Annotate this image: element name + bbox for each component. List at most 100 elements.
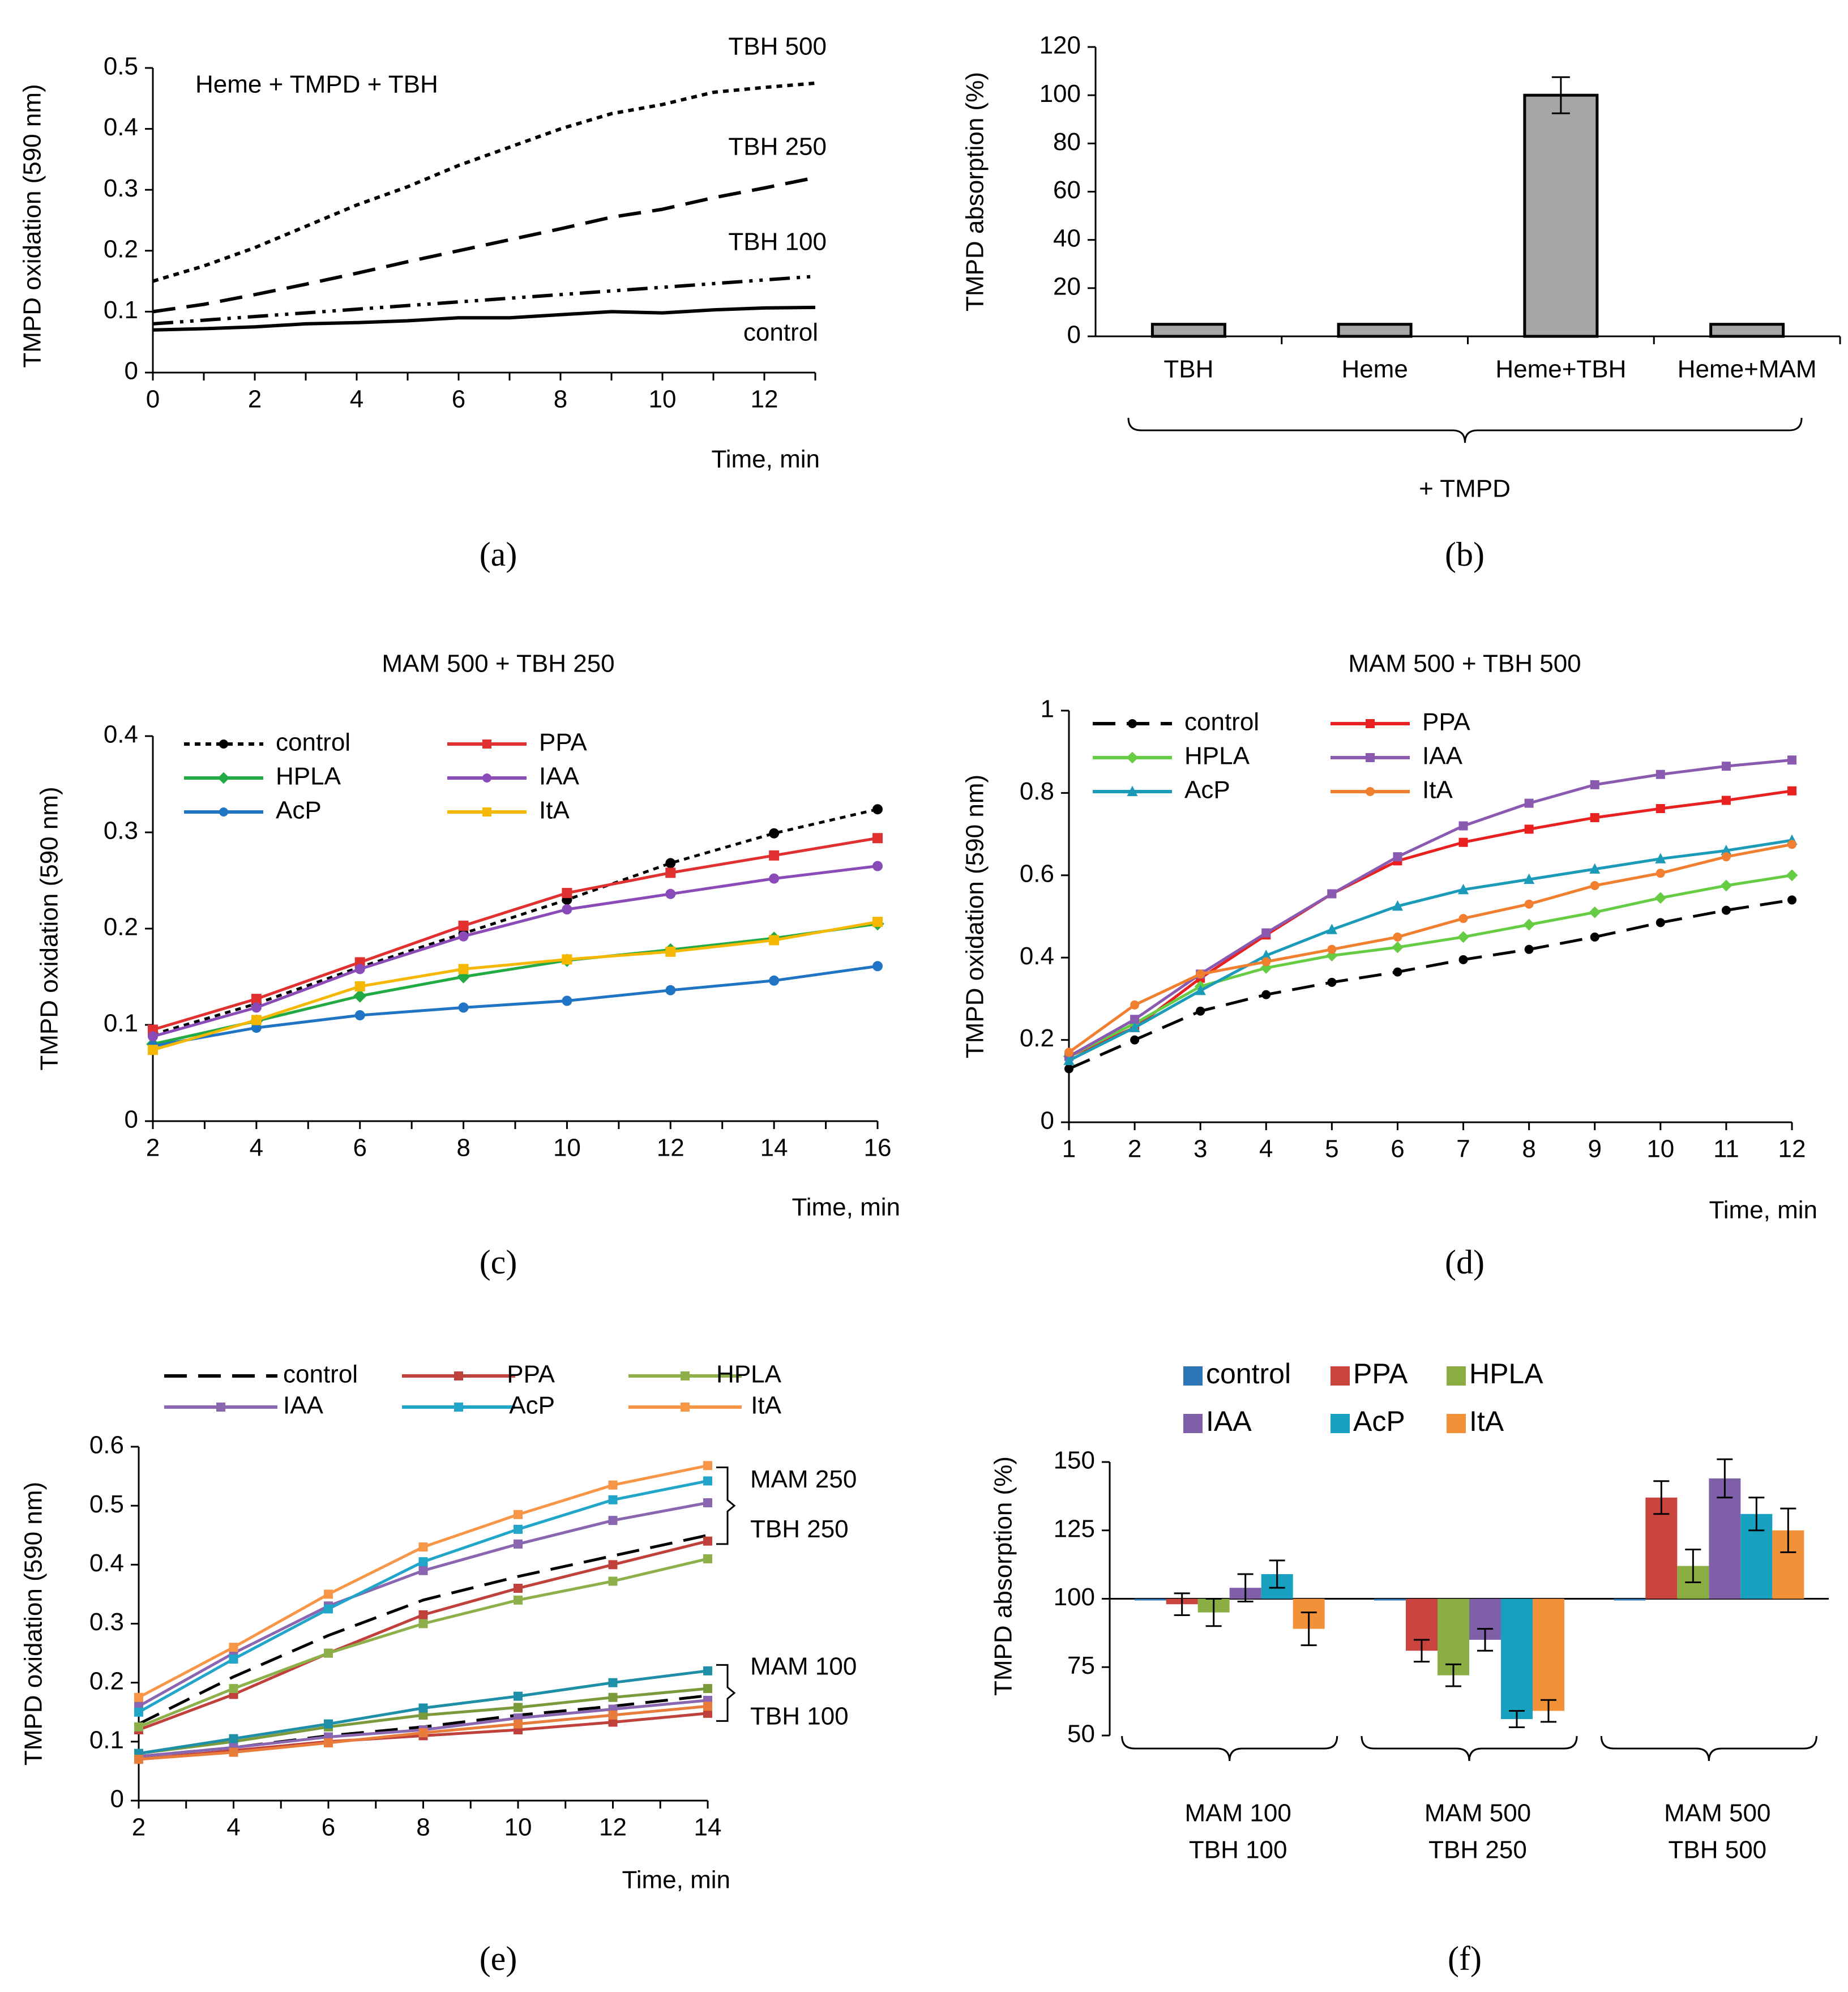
data-point [514,1719,523,1729]
y-tick-label: 0 [125,1106,138,1134]
bar-control [1374,1598,1406,1601]
data-point [354,1010,365,1020]
data-point [562,904,572,914]
data-point [1261,990,1271,999]
legend-swatch [1331,1414,1350,1433]
data-point [769,873,780,884]
legend-label: control [276,729,350,756]
y-tick-label: 50 [1067,1720,1095,1748]
series-line-control [152,305,816,332]
legend-label: IAA [539,763,580,790]
data-point [1524,873,1535,884]
y-tick-label: 0.3 [104,817,138,845]
category-label: Heme+MAM [1678,356,1817,383]
data-point [872,961,883,972]
data-point [1721,905,1731,915]
group-bracket [716,1664,736,1722]
data-point [665,858,676,869]
x-tick-label: 7 [1456,1135,1470,1163]
legend-label: PPA [1353,1358,1408,1390]
y-tick-label: 0.2 [1020,1024,1054,1052]
y-tick-label: 60 [1053,176,1081,204]
category-label: Heme+TBH [1495,356,1626,383]
category-label: TBH 500 [1669,1836,1767,1864]
x-tick-label: 2 [1128,1135,1141,1163]
data-point [1393,852,1402,862]
y-axis-title: TMPD oxidation (590 nm) [20,1482,48,1766]
legend-label: IAA [1206,1405,1252,1437]
data-point [134,1722,143,1732]
data-point [608,1710,618,1720]
data-point [1524,824,1534,834]
data-point [1064,1048,1073,1057]
y-tick-label: 0.6 [89,1431,124,1459]
bar-acp [1501,1598,1533,1720]
data-point [1786,869,1798,882]
x-tick-label: 6 [322,1814,335,1841]
bar-control [1614,1598,1646,1601]
data-point [681,1403,690,1412]
data-point [418,1610,428,1619]
legend-label: IAA [283,1392,324,1420]
x-tick-label: 12 [751,386,778,413]
data-point [608,1516,618,1525]
data-point [1392,900,1404,911]
legend-label: control [1206,1358,1291,1390]
y-tick-label: 80 [1053,128,1081,156]
x-tick-label: 8 [456,1134,470,1162]
group-bracket [716,1466,736,1545]
data-point [703,1461,712,1471]
legend-swatch [1447,1414,1466,1433]
data-point [1366,719,1375,728]
data-point [1129,1021,1140,1032]
data-point [703,1476,712,1486]
data-point [703,1708,712,1718]
y-tick-label: 100 [1040,80,1081,108]
legend-label: HPLA [1184,742,1250,770]
y-tick-label: 0.8 [1020,777,1054,805]
legend-label: HPLA [276,763,341,790]
series-label: control [743,319,818,347]
data-point [1656,770,1665,779]
data-point [251,1015,262,1025]
data-point [1326,924,1337,934]
data-point [1260,950,1272,960]
data-point [769,850,780,861]
chart-title: MAM 500 + TBH 500 [1348,650,1581,678]
data-point [418,1566,428,1575]
data-point [608,1678,618,1687]
data-point [324,1604,333,1614]
data-point [665,946,676,957]
data-point [514,1524,523,1534]
data-point [1196,1006,1205,1016]
legend-swatch [1447,1366,1466,1386]
series-line-hpla [1068,874,1793,1058]
series-line-hpla [152,922,878,1046]
data-point [769,935,780,946]
series-line-ppa [1068,789,1793,1058]
data-point [1457,883,1469,895]
data-point [229,1643,238,1652]
group-label: TBH 100 [750,1703,849,1730]
data-point [1196,969,1205,979]
y-tick-label: 0.3 [89,1608,124,1636]
chart-title: MAM 500 + TBH 250 [382,650,614,678]
legend-label: AcP [1184,776,1230,804]
bar-control [1134,1598,1166,1601]
legend-swatch [1183,1414,1203,1433]
y-tick-label: 0.1 [89,1726,124,1754]
data-point [454,1403,463,1412]
x-tick-label: 4 [350,386,363,413]
data-point [1195,984,1206,995]
data-point [608,1480,618,1490]
data-point [418,1703,428,1713]
data-point [608,1560,618,1570]
panel-label: (c) [480,1243,517,1281]
data-point [703,1684,712,1694]
panel-label: (f) [1448,1940,1482,1977]
x-tick-label: 2 [248,386,262,413]
data-point [608,1495,618,1504]
y-tick-label: 20 [1053,272,1081,300]
data-point [872,861,883,871]
legend-label: PPA [1422,708,1470,736]
